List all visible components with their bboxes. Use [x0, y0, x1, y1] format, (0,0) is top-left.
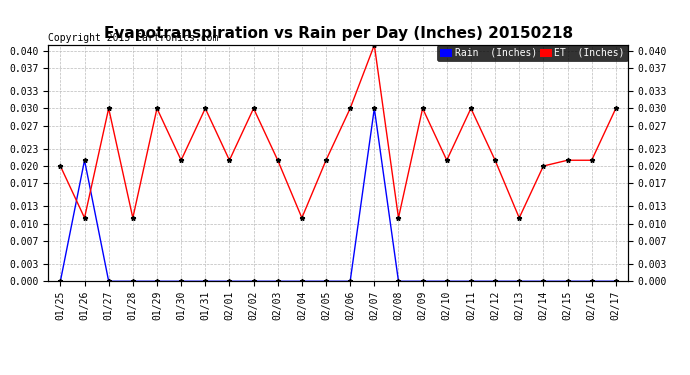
Legend: Rain  (Inches), ET  (Inches): Rain (Inches), ET (Inches) [437, 45, 628, 61]
Title: Evapotranspiration vs Rain per Day (Inches) 20150218: Evapotranspiration vs Rain per Day (Inch… [104, 26, 573, 41]
Text: Copyright 2015 Cartronics.com: Copyright 2015 Cartronics.com [48, 33, 219, 43]
